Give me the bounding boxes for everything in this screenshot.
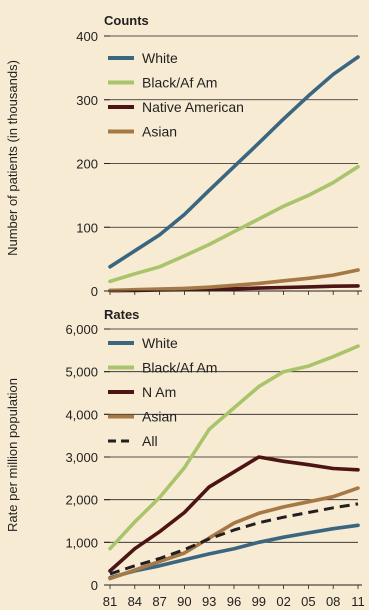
counts-title: Counts [104,13,149,28]
rates-y-tick-label: 0 [91,578,98,593]
counts-y-ticks: 0 100 200 300 400 [76,29,359,299]
rates-legend-label: Asian [142,409,177,425]
rates-grid [104,328,358,543]
rates-series-white [108,523,360,580]
counts-legend-label: White [142,50,178,66]
counts-y-tick-label: 300 [76,93,98,108]
counts-series-asian [108,268,360,293]
rates-y-ticks: 0 1,000 2,000 3,000 4,000 5,000 6,000 [65,322,359,593]
counts-legend-label: Black/Af Am [142,75,217,91]
x-tick-label: 02 [276,594,290,609]
rates-legend: White Black/Af Am N Am Asian All [108,335,217,449]
x-tick-label: 08 [326,594,340,609]
rates-lines [108,344,360,581]
counts-grid [104,35,358,228]
rates-series-all [109,502,359,576]
rates-legend-label: All [142,433,158,449]
counts-y-tick-label: 100 [76,220,98,235]
counts-series-black-af-am [108,164,360,284]
x-tick-label: 11 [351,594,365,609]
counts-lines [108,55,360,293]
x-tick-label: 84 [128,594,142,609]
rates-legend-label: N Am [142,384,176,400]
rates-y-tick-label: 3,000 [65,450,98,465]
rates-legend-label: Black/Af Am [142,360,217,376]
x-tick-label: 96 [227,594,241,609]
counts-legend: White Black/Af Am Native American Asian [108,50,244,140]
rates-y-tick-label: 4,000 [65,407,98,422]
counts-legend-label: Asian [142,124,177,140]
rates-y-axis-label: Rate per million population [5,378,20,532]
counts-legend-label: Native American [142,99,244,115]
x-tick-label: 90 [177,594,191,609]
counts-y-tick-label: 200 [76,157,98,172]
x-tick-label: 93 [202,594,216,609]
rates-series-black-af-am [108,344,360,551]
counts-y-tick-label: 0 [91,284,98,299]
rates-panel: Rate per million population Rates 0 1,000… [5,307,362,593]
rates-y-tick-label: 6,000 [65,322,98,337]
counts-series-white [108,55,360,269]
rates-series-asian [108,486,360,581]
rates-y-tick-label: 5,000 [65,365,98,380]
x-tick-label: 05 [301,594,315,609]
counts-panel: Number of patients (in thousands) Counts… [5,13,362,299]
rates-y-tick-label: 1,000 [65,535,98,550]
rates-series-n-am [108,455,360,573]
rates-title: Rates [104,307,139,322]
rates-legend-label: White [142,335,178,351]
rates-y-tick-label: 2,000 [65,493,98,508]
counts-y-axis-label: Number of patients (in thousands) [5,60,20,256]
x-tick-label: 81 [103,594,117,609]
x-tick-label: 87 [152,594,166,609]
x-tick-label: 99 [252,594,266,609]
x-tick-labels: 81 84 87 90 93 96 99 02 05 08 11 [103,594,365,609]
counts-y-tick-label: 400 [76,29,98,44]
